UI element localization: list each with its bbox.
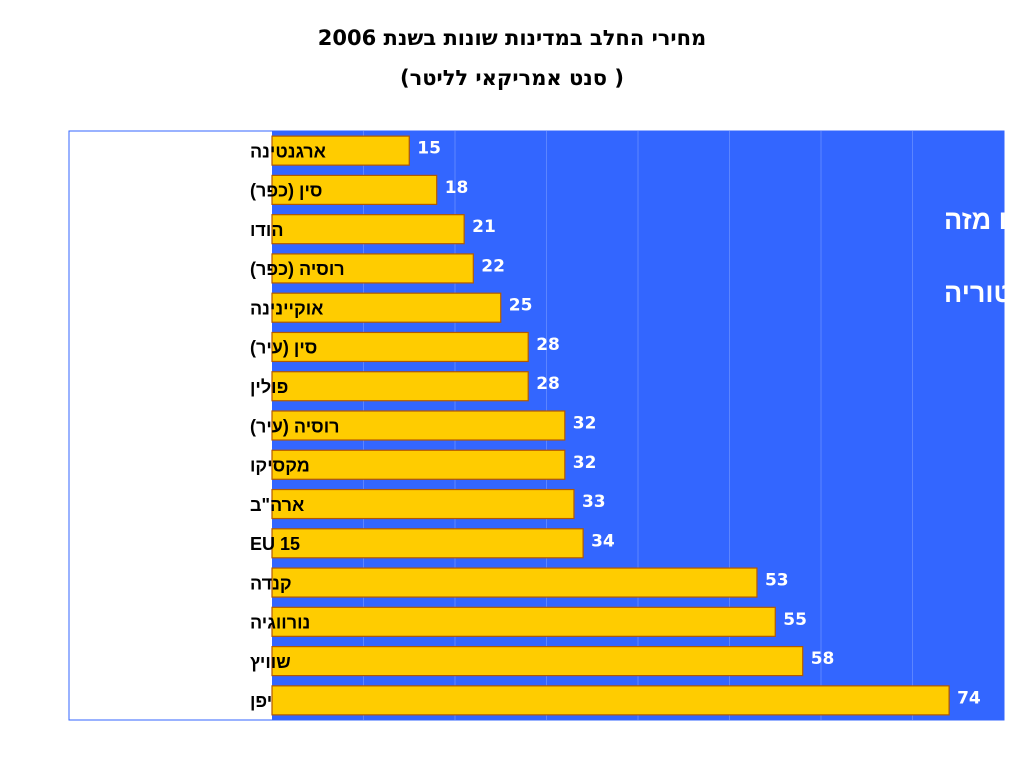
bar <box>271 528 584 559</box>
bar <box>271 253 474 284</box>
bar <box>271 606 776 637</box>
category-label: ארגנטינה <box>250 141 326 161</box>
value-label: 25 <box>509 296 533 316</box>
bar <box>271 174 438 205</box>
category-label: יפן <box>250 691 272 711</box>
category-label: EU 15 <box>250 534 300 554</box>
bar <box>271 292 502 323</box>
value-label: 55 <box>783 610 807 630</box>
value-label: 28 <box>536 374 560 394</box>
annotation-text: תשכחו מזה <box>944 205 1024 235</box>
chart-subtitle: (סנט אמריקאי לליטר ) <box>400 66 624 90</box>
value-label: 33 <box>582 492 606 512</box>
value-label: 18 <box>445 178 469 198</box>
category-label: רוסיה (כפר) <box>250 259 345 279</box>
value-label: 32 <box>573 453 597 473</box>
category-label: ארה"ב <box>250 495 304 515</box>
category-label: סין (כפר) <box>250 181 322 201</box>
category-label: אוקיינינה <box>250 298 323 318</box>
bar <box>271 214 465 245</box>
value-label: 74 <box>957 688 981 708</box>
bar <box>271 371 529 402</box>
bar <box>271 488 575 520</box>
value-label: 28 <box>536 335 560 355</box>
value-label: 21 <box>472 217 496 237</box>
value-label: 58 <box>811 649 835 669</box>
value-label: 15 <box>417 139 441 159</box>
bar <box>271 567 758 598</box>
category-label: הודו <box>250 220 284 240</box>
category-label: מקסיקו <box>250 456 310 476</box>
bar <box>271 685 950 716</box>
category-label: קנדה <box>250 573 292 593</box>
value-label: 34 <box>591 531 615 551</box>
bar <box>271 645 804 677</box>
chart-title: מחירי החלב במדינות שונות בשנת 2006 <box>317 26 707 50</box>
category-label: סין (עיר) <box>250 338 317 358</box>
category-label: נורווגיה <box>250 613 310 633</box>
value-label: 53 <box>765 571 789 591</box>
category-label: רוסיה (עיר) <box>250 416 340 436</box>
bar <box>271 410 566 441</box>
category-label: פולין <box>250 377 288 397</box>
category-label: שוויץ <box>250 652 291 672</box>
bar <box>271 449 566 480</box>
bar <box>271 331 529 363</box>
bar <box>271 135 410 166</box>
value-label: 32 <box>573 414 597 434</box>
value-label: 22 <box>481 256 505 276</box>
annotation-text: זו היסטוריה <box>944 278 1024 308</box>
